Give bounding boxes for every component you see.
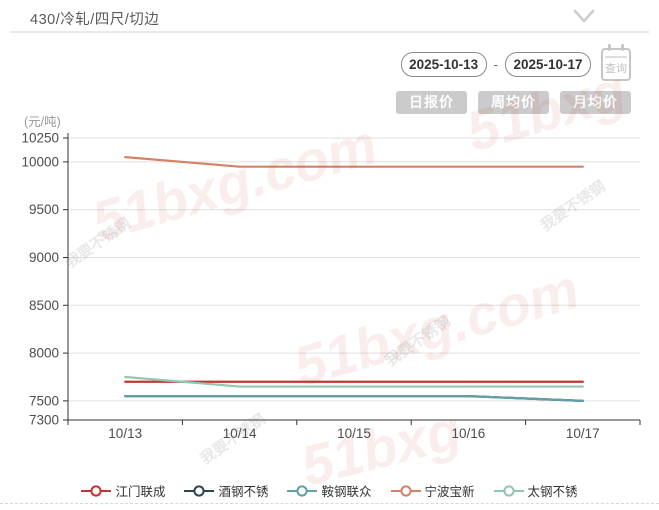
y-axis-label: 10250	[21, 131, 59, 146]
tab-weekly-price[interactable]: 周均价	[478, 91, 549, 114]
legend-label: 江门联成	[115, 485, 166, 499]
x-axis-label: 10/16	[452, 426, 486, 441]
legend-label: 鞍钢联众	[321, 485, 372, 499]
legend-item-3[interactable]: 宁波宝新	[390, 481, 475, 500]
x-axis-label: 10/15	[337, 426, 371, 441]
start-date-input[interactable]	[400, 52, 487, 77]
page-title: 430/冷轧/四尺/切边	[30, 12, 160, 28]
legend-label: 宁波宝新	[424, 485, 475, 499]
legend-label: 太钢不锈	[527, 485, 578, 499]
legend-marker-icon	[287, 484, 318, 497]
header-divider	[10, 31, 649, 33]
x-axis-label: 10/13	[108, 426, 142, 441]
price-chart: 7300 7500 8000 8500 9000 9500 10000 10250 10/13 1…	[21, 131, 641, 441]
series-line-3	[124, 156, 584, 168]
legend-item-1[interactable]: 酒钢不锈	[184, 481, 268, 500]
bottom-dashed-divider	[0, 503, 659, 504]
legend-marker-icon	[184, 484, 215, 497]
y-axis-label: 7500	[29, 393, 59, 408]
y-axis-label: 8000	[29, 346, 59, 361]
date-separator: -	[493, 57, 498, 72]
y-axis-label: 9000	[29, 250, 59, 265]
calendar-ring-icon	[608, 44, 611, 51]
legend-item-4[interactable]: 太钢不锈	[493, 481, 578, 500]
chart-controls: - 查询 日报价 周均价 月均价	[396, 44, 631, 114]
legend-marker-icon	[390, 484, 421, 497]
legend-marker-icon	[493, 484, 524, 497]
chevron-down-icon[interactable]	[570, 6, 598, 28]
end-date-input[interactable]	[505, 52, 591, 77]
x-axis-label: 10/17	[566, 426, 600, 441]
y-axis-label: 8500	[29, 298, 59, 313]
tab-daily-price[interactable]: 日报价	[396, 91, 467, 114]
y-axis-unit-label: (元/吨)	[24, 115, 61, 129]
y-axis-label: 9500	[29, 202, 59, 217]
y-axis-label: 7300	[29, 413, 59, 428]
calendar-ring-icon	[621, 44, 624, 51]
price-type-tabs: 日报价 周均价 月均价	[396, 91, 631, 114]
series-line-4	[124, 375, 584, 388]
legend-label: 酒钢不锈	[218, 485, 269, 499]
chart-legend: 江门联成 酒钢不锈 鞍钢联众 宁波宝新 太钢不锈	[0, 481, 659, 500]
legend-item-2[interactable]: 鞍钢联众	[287, 481, 372, 500]
date-range-row: - 查询	[400, 44, 631, 81]
calendar-bar-icon	[605, 56, 627, 58]
query-button-label: 查询	[605, 63, 627, 75]
legend-marker-icon	[81, 484, 112, 497]
y-axis-label: 10000	[21, 154, 59, 169]
legend-item-0[interactable]: 江门联成	[81, 481, 165, 500]
query-button[interactable]: 查询	[601, 44, 631, 81]
x-axis-label: 10/14	[223, 426, 257, 441]
series-line-2	[124, 395, 584, 402]
tab-monthly-price[interactable]: 月均价	[560, 91, 631, 114]
